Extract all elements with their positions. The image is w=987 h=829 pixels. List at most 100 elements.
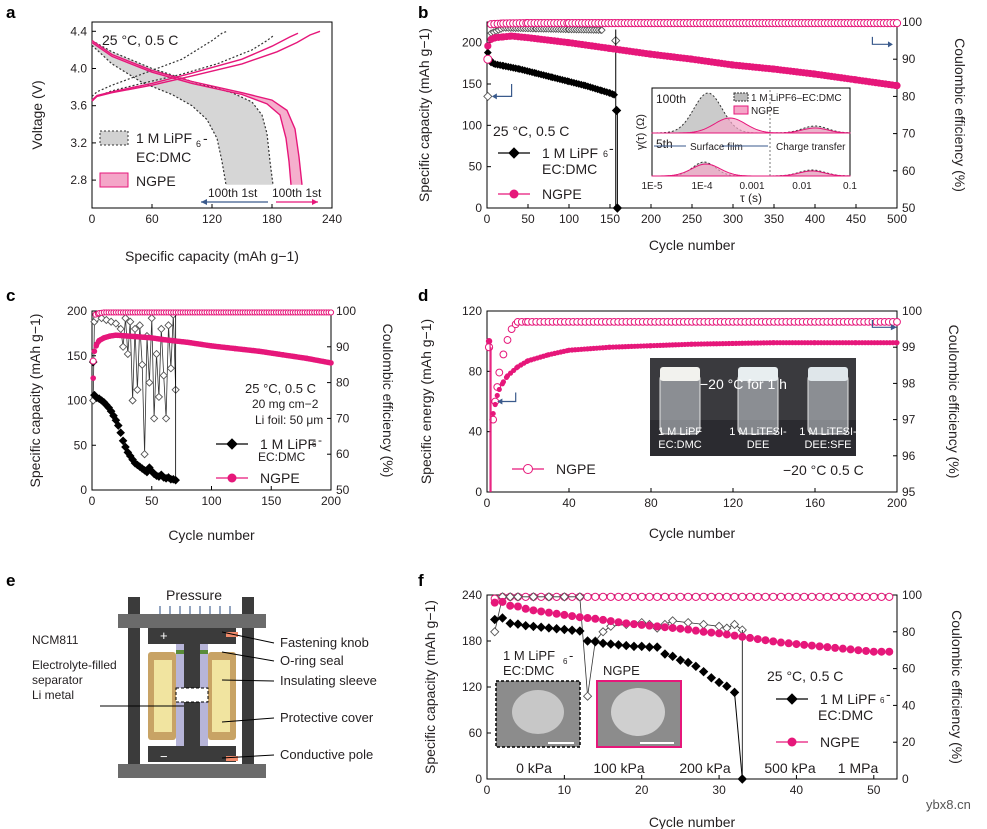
- ngpe-capacity-marker: [846, 645, 855, 654]
- y-axis-label: Specific capacity (mAh g−1): [27, 314, 43, 488]
- ref-ce-marker: [683, 617, 693, 628]
- inset-x-tick-label: 0.001: [739, 181, 764, 192]
- y-tick-label: 2.8: [70, 173, 87, 187]
- plot-frame: [486, 310, 898, 493]
- y2-tick-label: 90: [902, 52, 916, 66]
- x-tick-label: 60: [145, 212, 159, 226]
- ngpe-ce-marker: [722, 592, 731, 601]
- inset-label-ref-2: EC:DMC: [503, 663, 554, 678]
- ref-ce-marker: [729, 619, 740, 630]
- ngpe-capacity-marker: [490, 598, 499, 607]
- y-tick-label: 180: [462, 634, 482, 648]
- vial-label: DEE: [747, 439, 770, 451]
- arrow-head: [890, 324, 897, 331]
- ref-capacity-marker: [729, 687, 740, 698]
- top-plate: [118, 614, 266, 628]
- y-tick-label: 150: [462, 77, 482, 91]
- loading-label: 20 mg cm−2: [252, 397, 319, 411]
- ref-ce-marker: [575, 592, 585, 602]
- ref-capacity-marker: [691, 661, 701, 672]
- ngpe-capacity-marker: [776, 638, 785, 647]
- ref-ce-marker: [152, 349, 161, 359]
- y-tick-label: 50: [469, 160, 483, 174]
- ngpe-ce-marker: [707, 592, 716, 601]
- y2-tick-label: 80: [902, 89, 916, 103]
- ngpe-ce-marker: [495, 368, 504, 377]
- x-tick-label: 200: [641, 212, 661, 226]
- legend-label-ref: 1 M LiPF: [542, 145, 598, 161]
- x-tick-label: 0: [484, 783, 491, 797]
- ref-ce-marker: [128, 396, 137, 405]
- ngpe-capacity-marker: [753, 635, 762, 644]
- subscript: 6: [880, 696, 885, 705]
- y-tick-label: 0: [475, 772, 482, 786]
- ngpe-ce-marker: [637, 592, 646, 601]
- ngpe-capacity-marker: [668, 623, 677, 632]
- ngpe-ce-marker: [591, 592, 600, 601]
- y2-tick-label: 0: [902, 772, 909, 786]
- ref-ce-marker: [150, 414, 159, 423]
- y2-tick-label: 100: [902, 588, 922, 602]
- x-tick-label: 100: [559, 212, 579, 226]
- leader-line: [221, 717, 275, 723]
- legend-label-ref-1: 1 M LiPF: [136, 130, 192, 146]
- pressure-label: 1 MPa: [838, 760, 879, 776]
- ngpe-capacity-marker: [854, 646, 863, 655]
- ngpe-ce-marker: [499, 350, 508, 359]
- ref-capacity-marker: [171, 475, 180, 485]
- ref-ce-marker: [130, 324, 140, 334]
- x-axis-label: Cycle number: [649, 814, 736, 829]
- ref-capacity-marker: [513, 619, 523, 629]
- ngpe-capacity-marker: [492, 401, 498, 408]
- y-tick-label: 3.2: [70, 136, 87, 150]
- ngpe-capacity-marker: [838, 644, 847, 653]
- condition-label: 25 °C, 0.5 C: [245, 381, 316, 396]
- terminal-bottom: [226, 756, 238, 761]
- ref-capacity-marker: [590, 637, 601, 647]
- leader-line: [221, 651, 275, 662]
- ngpe-capacity-marker: [800, 640, 809, 649]
- inset-x-tick-label: 0.1: [843, 181, 857, 192]
- ref-capacity-marker: [606, 639, 616, 649]
- ref-ce-marker: [483, 91, 493, 102]
- x-tick-label: 50: [867, 783, 881, 797]
- ngpe-ce-marker: [769, 592, 778, 601]
- ngpe-ce-marker: [893, 317, 901, 326]
- ngpe-ce-marker: [676, 592, 685, 601]
- arrow-head: [497, 398, 503, 405]
- ref-ce-marker: [559, 592, 569, 602]
- condition-label: 25 °C, 0.5 C: [767, 668, 843, 684]
- ngpe-capacity-marker: [500, 379, 506, 385]
- subscript: 6: [196, 139, 201, 149]
- legend-label-ref-2: EC:DMC: [136, 149, 191, 165]
- ngpe-capacity-marker: [614, 618, 623, 627]
- y2-tick-label: 97: [902, 413, 916, 427]
- ngpe-ce-marker: [714, 592, 724, 601]
- ngpe-capacity-marker: [807, 641, 816, 650]
- legend-marker: [227, 473, 237, 483]
- leader-line: [221, 631, 275, 644]
- leader-line: [221, 679, 275, 682]
- y2-tick-label: 60: [902, 662, 916, 676]
- ngpe-ce-marker: [507, 325, 516, 334]
- ref-ce-marker: [513, 592, 523, 602]
- y-tick-label: 100: [462, 118, 482, 132]
- ref-capacity-marker: [536, 622, 546, 632]
- sem-particle-ref: [512, 690, 564, 734]
- ngpe-ce-marker: [483, 54, 493, 64]
- ngpe-capacity-marker: [606, 617, 615, 626]
- arrow-head: [201, 199, 207, 205]
- ref-ce-marker: [698, 619, 709, 630]
- ngpe-capacity-marker: [676, 624, 685, 633]
- y-tick-label: 0: [80, 483, 87, 497]
- inset-label-ref: 1 M LiPF: [503, 648, 555, 663]
- panel-b: 0 50 100 150 200 250 300 350 400 450 500 0 50 100 150 2…: [416, 15, 968, 253]
- ngpe-capacity-marker: [893, 82, 901, 90]
- inset-label-ngpe: NGPE: [603, 663, 640, 678]
- inset-y-label: γ(τ) (Ω): [635, 114, 647, 150]
- ref-capacity-marker: [675, 655, 686, 665]
- legend-label-ngpe: NGPE: [260, 470, 300, 486]
- x-tick-label: 50: [521, 212, 535, 226]
- photo-caption: −20 °C for 1 h: [700, 376, 787, 392]
